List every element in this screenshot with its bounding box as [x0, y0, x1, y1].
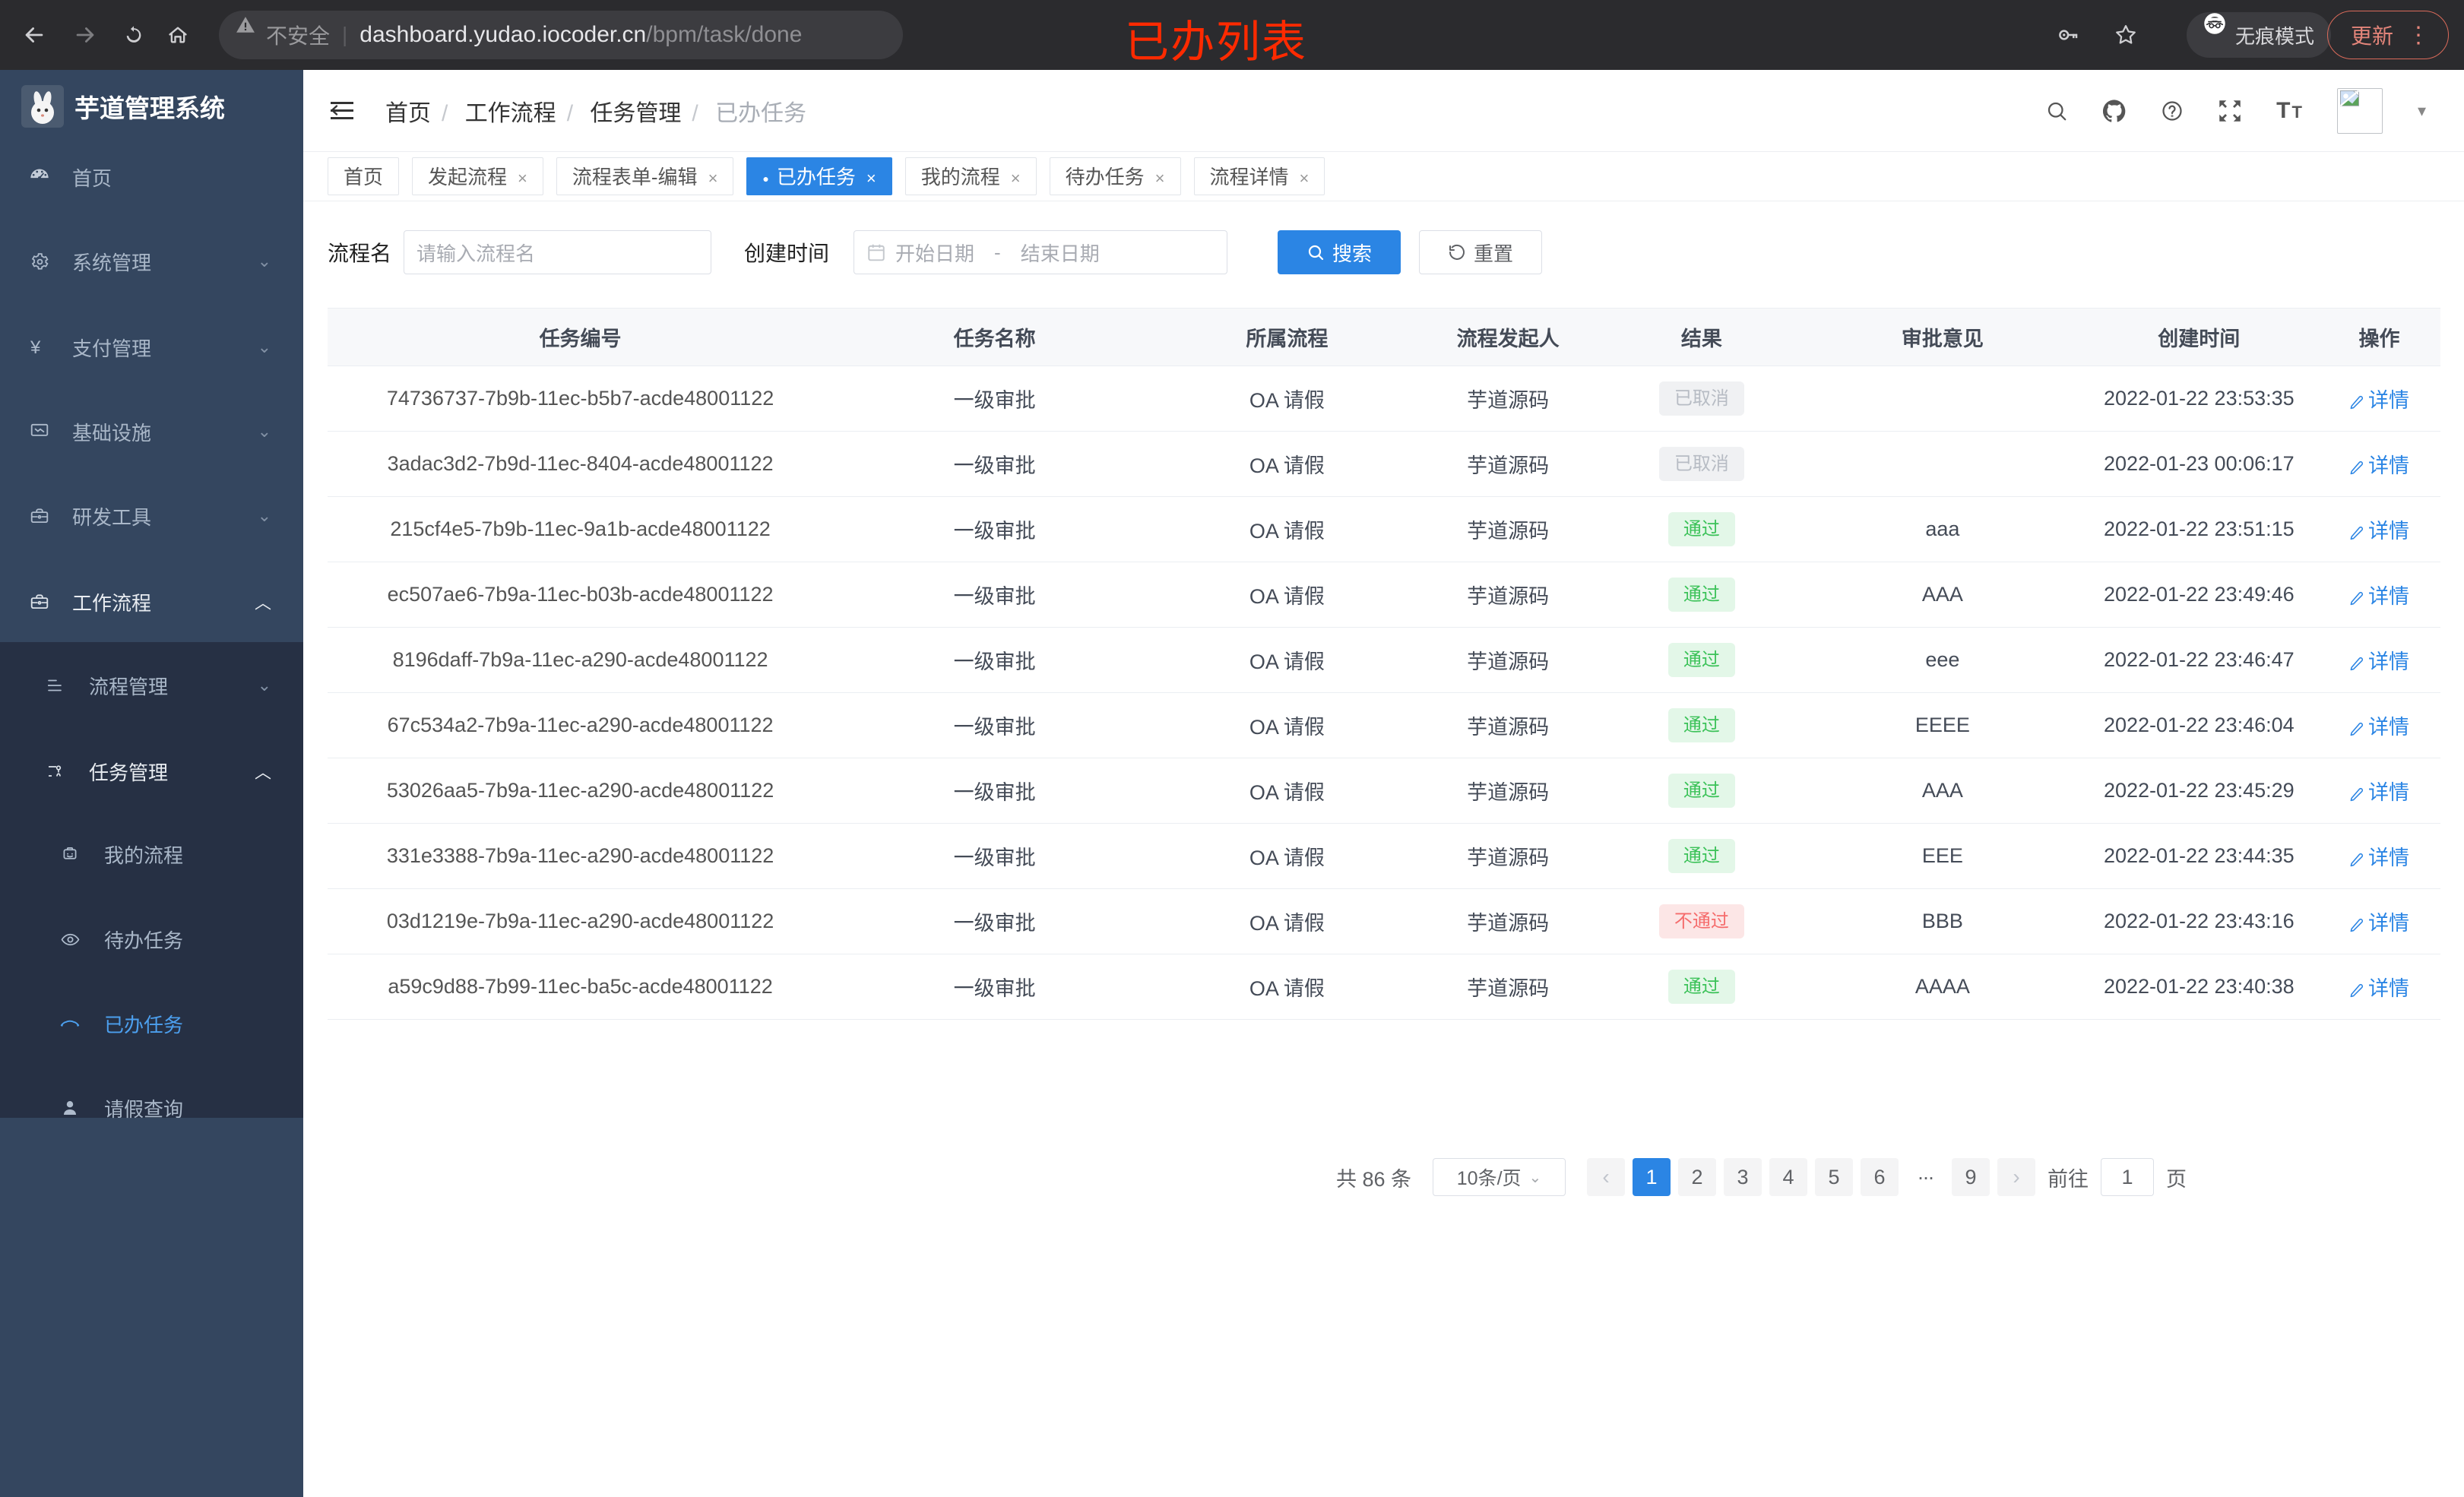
svg-text:¥: ¥ — [30, 337, 41, 358]
